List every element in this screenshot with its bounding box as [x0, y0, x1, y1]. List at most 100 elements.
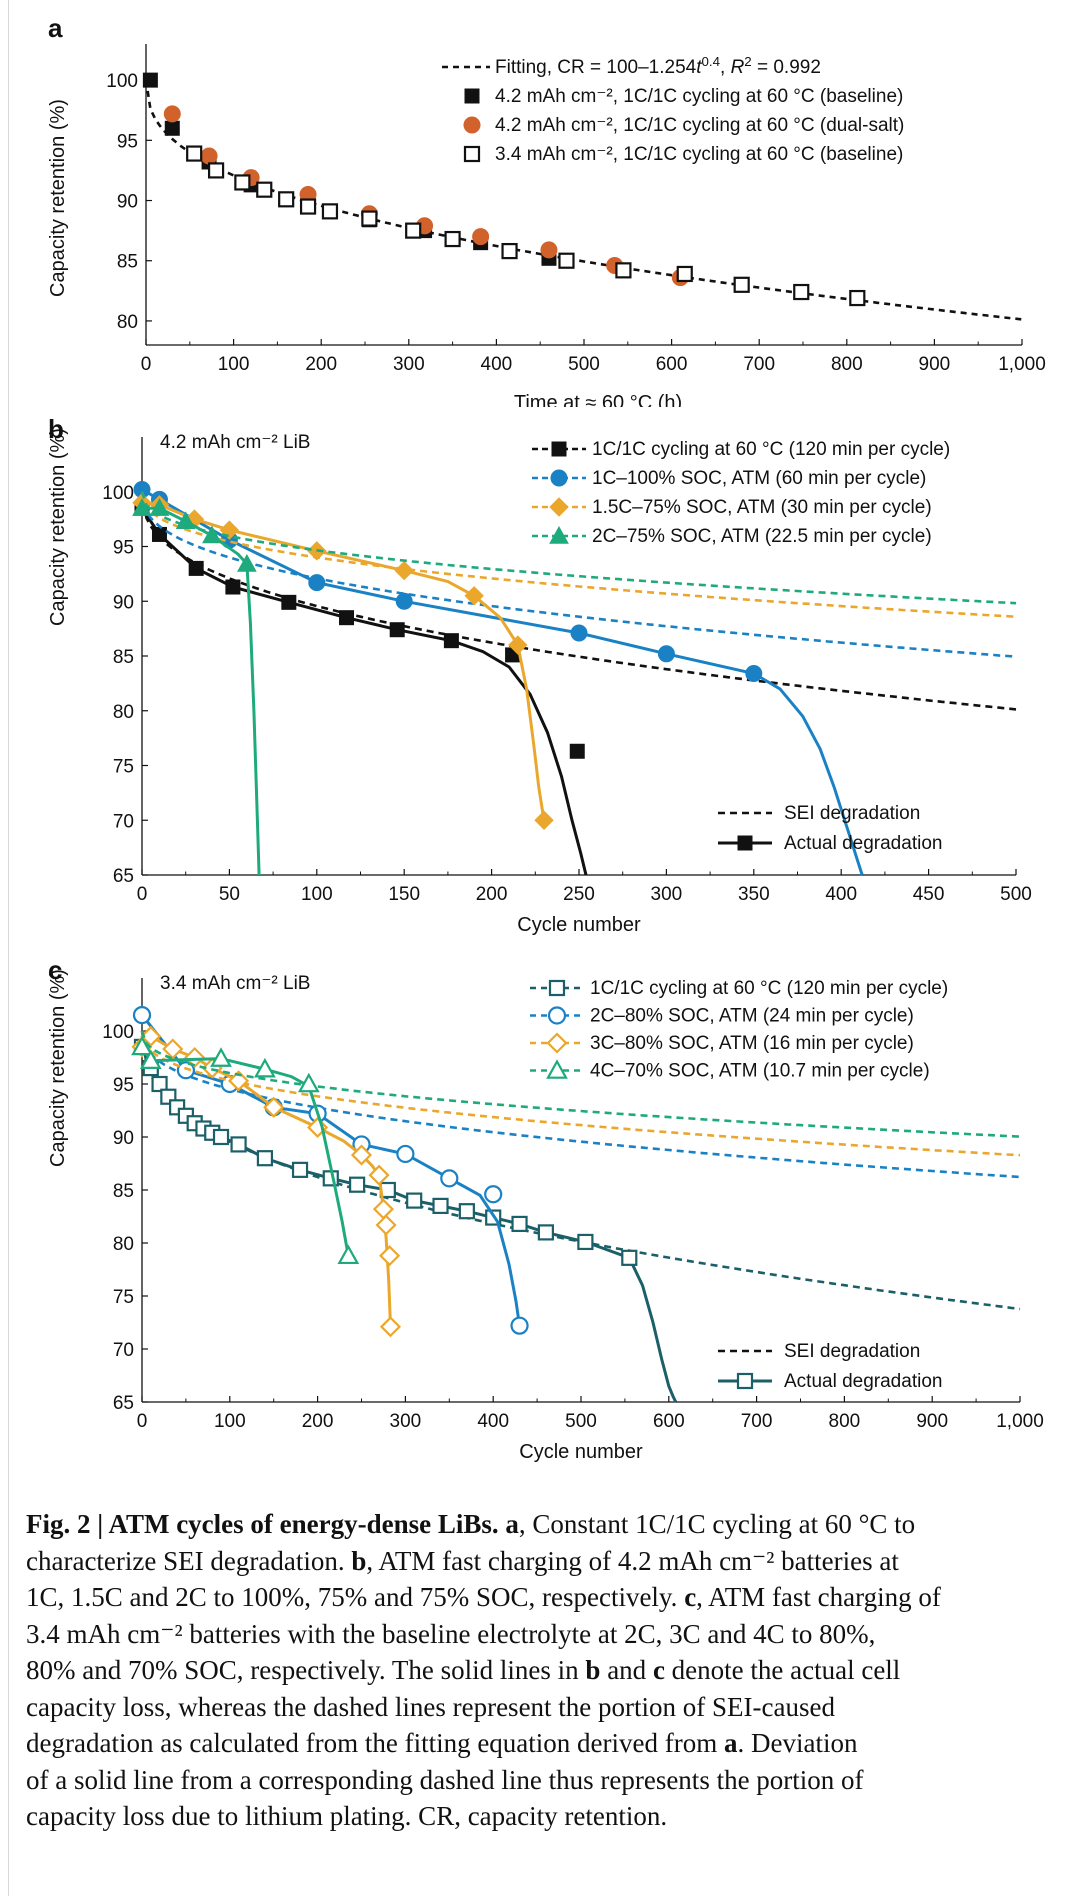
data-point [337, 1244, 360, 1265]
data-point [131, 1035, 153, 1056]
x-tick-label: 500 [1000, 884, 1032, 905]
caption-run: , ATM fast charging of [696, 1582, 941, 1612]
y-axis-title: Capacity retention (%) [47, 969, 69, 1167]
data-point [389, 622, 405, 638]
caption-run: characterize SEI degradation. [26, 1545, 352, 1576]
x-tick-label: 350 [738, 884, 770, 905]
caption-bold-run: b [351, 1545, 367, 1576]
legend: 1C/1C cycling at 60 °C (120 min per cycl… [532, 439, 950, 547]
data-point [361, 210, 378, 227]
data-point [230, 1136, 247, 1153]
caption-bold-run: c [652, 1655, 665, 1685]
caption-run: , ATM fast charging of 4.2 mAh cm⁻² batt… [366, 1545, 899, 1576]
data-point [254, 1057, 276, 1078]
data-point [432, 1197, 449, 1214]
data-point [299, 198, 317, 215]
legend-marker [463, 145, 481, 163]
data-point [263, 1096, 285, 1118]
data-point [395, 592, 413, 610]
data-point [188, 560, 204, 576]
data-point [537, 1224, 554, 1241]
data-point [186, 145, 203, 162]
x-tick-label: 200 [302, 1411, 334, 1432]
data-point [464, 586, 484, 606]
x-tick-label: 100 [301, 884, 333, 905]
legend-label: 1C/1C cycling at 60 °C (120 min per cycl… [590, 978, 948, 999]
legend-actual-marker [737, 835, 753, 851]
caption-line: 80% and 70% SOC, respectively. The solid… [26, 1652, 1066, 1689]
x-tick-label: 300 [651, 884, 683, 905]
data-point [396, 1144, 415, 1164]
legend-actual-label: Actual degradation [784, 1371, 942, 1392]
legend-label: 4.2 mAh cm⁻², 1C/1C cycling at 60 °C (du… [495, 115, 904, 136]
legend-marker [546, 1032, 568, 1054]
legend-sei-label: SEI degradation [784, 803, 920, 824]
y-tick-label: 100 [102, 1022, 134, 1043]
y-tick-label: 90 [117, 192, 138, 213]
series-3 [186, 145, 866, 307]
x-tick-label: 450 [913, 884, 945, 905]
data-point [793, 283, 810, 301]
y-tick-label: 100 [106, 71, 138, 92]
x-tick-label: 1,000 [996, 1411, 1044, 1432]
x-tick-label: 400 [481, 354, 513, 375]
legend-fit-label: Fitting, CR = 100–1.254t0.4, R2 = 0.992 [495, 54, 821, 79]
panel-label-c: c [48, 955, 62, 985]
data-point [142, 72, 158, 88]
x-tick-label: 250 [563, 884, 595, 905]
caption-line: capacity loss, whereas the dashed lines … [26, 1689, 1066, 1726]
sei-curve [140, 491, 1017, 618]
x-tick-label: 0 [137, 1411, 148, 1432]
data-point [228, 1070, 250, 1092]
x-tick-label: 900 [919, 354, 951, 375]
caption-line: 3.4 mAh cm⁻² batteries with the baseline… [26, 1616, 1066, 1653]
x-tick-label: 600 [656, 354, 688, 375]
x-tick-label: 800 [829, 1411, 861, 1432]
data-point [350, 1144, 373, 1166]
data-point [297, 1072, 320, 1093]
legend-marker [546, 1059, 568, 1079]
y-tick-label: 65 [113, 866, 134, 887]
page-left-rule [8, 0, 9, 1896]
legend-label: 3C–80% SOC, ATM (16 min per cycle) [590, 1033, 914, 1054]
y-axis-title: Capacity retention (%) [47, 99, 69, 297]
data-point [176, 1061, 195, 1080]
data-point [558, 252, 575, 269]
y-tick-label: 100 [102, 483, 134, 504]
data-point [534, 810, 554, 830]
y-tick-label: 95 [113, 1075, 134, 1096]
caption-line: characterize SEI degradation. b, ATM fas… [26, 1543, 1066, 1580]
data-point [234, 174, 251, 191]
x-tick-label: 500 [565, 1411, 597, 1432]
data-point [372, 1198, 395, 1220]
legend-label: 2C–80% SOC, ATM (24 min per cycle) [590, 1006, 914, 1027]
data-point [164, 120, 180, 136]
data-point [202, 525, 222, 544]
legend-label: 4C–70% SOC, ATM (10.7 min per cycle) [590, 1061, 930, 1082]
legend-marker [464, 88, 480, 104]
legend-marker [548, 979, 566, 997]
y-tick-label: 70 [113, 811, 134, 832]
x-axis-title: Time at ≈ 60 °C (h) [514, 392, 682, 407]
data-point [132, 498, 152, 516]
caption-line: 1C, 1.5C and 2C to 100%, 75% and 75% SOC… [26, 1579, 1066, 1616]
data-point [406, 1192, 423, 1209]
chart-panel-c: c 0 100 200 300 400 500 600 700 800 900 1,000 65 70 75… [47, 955, 1044, 1463]
series-4 [132, 491, 1017, 876]
legend-actual-label: Actual degradation [784, 833, 942, 854]
y-tick-label: 85 [113, 1181, 134, 1202]
y-axis-title: Capacity retention (%) [47, 428, 69, 626]
data-point [570, 624, 588, 642]
y-tick-label: 65 [113, 1393, 134, 1414]
sei-curve [140, 491, 1017, 658]
style-legend: SEI degradation Actual degradation [718, 1341, 942, 1392]
series-3 [132, 491, 1017, 830]
x-tick-label: 700 [741, 1411, 773, 1432]
legend-label: 1.5C–75% SOC, ATM (30 min per cycle) [592, 497, 932, 518]
x-tick-label: 300 [390, 1411, 422, 1432]
data-point [256, 181, 273, 198]
caption-line: degradation as calculated from the fitti… [26, 1725, 1066, 1762]
legend-marker [551, 441, 567, 457]
caption-bold-run: c [684, 1582, 697, 1612]
data-point [394, 560, 414, 581]
